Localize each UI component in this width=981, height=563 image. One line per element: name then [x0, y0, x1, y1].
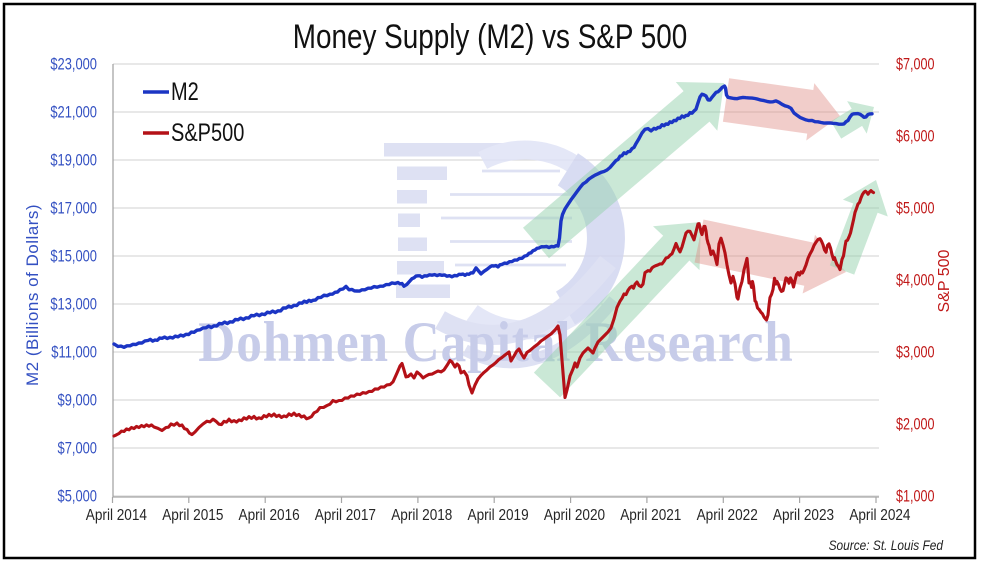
svg-text:M2: M2	[171, 78, 199, 106]
svg-text:$6,000: $6,000	[896, 127, 934, 146]
svg-text:$13,000: $13,000	[50, 295, 97, 314]
svg-text:$9,000: $9,000	[58, 391, 97, 410]
svg-text:$21,000: $21,000	[50, 103, 97, 122]
svg-text:April 2018: April 2018	[391, 507, 452, 524]
svg-text:$1,000: $1,000	[896, 487, 934, 506]
svg-text:Money Supply (M2) vs S&P 500: Money Supply (M2) vs S&P 500	[293, 17, 687, 55]
svg-text:April 2017: April 2017	[315, 507, 376, 524]
svg-text:$23,000: $23,000	[50, 55, 97, 74]
svg-text:April 2019: April 2019	[468, 507, 529, 524]
svg-text:M2 (Billions of Dollars): M2 (Billions of Dollars)	[23, 204, 42, 386]
svg-text:$19,000: $19,000	[50, 151, 97, 170]
svg-text:$2,000: $2,000	[896, 415, 934, 434]
svg-text:$5,000: $5,000	[58, 487, 97, 506]
svg-text:S&P 500: S&P 500	[936, 249, 953, 312]
svg-text:April 2021: April 2021	[620, 507, 681, 524]
svg-text:$15,000: $15,000	[50, 247, 97, 266]
svg-text:April 2024: April 2024	[849, 507, 910, 524]
svg-text:$4,000: $4,000	[896, 271, 934, 290]
svg-text:$7,000: $7,000	[58, 439, 97, 458]
svg-text:$3,000: $3,000	[896, 343, 934, 362]
svg-text:April 2014: April 2014	[86, 507, 147, 524]
svg-text:Source: St. Louis Fed: Source: St. Louis Fed	[829, 537, 944, 553]
svg-text:April 2016: April 2016	[239, 507, 300, 524]
svg-text:April 2015: April 2015	[162, 507, 223, 524]
svg-text:S&P500: S&P500	[171, 119, 244, 147]
svg-text:April 2022: April 2022	[697, 507, 758, 524]
svg-text:$11,000: $11,000	[51, 343, 97, 362]
svg-text:$7,000: $7,000	[896, 55, 934, 74]
svg-text:April 2023: April 2023	[773, 507, 834, 524]
svg-text:April 2020: April 2020	[544, 507, 605, 524]
svg-text:$17,000: $17,000	[50, 199, 97, 218]
svg-text:$5,000: $5,000	[896, 199, 934, 218]
